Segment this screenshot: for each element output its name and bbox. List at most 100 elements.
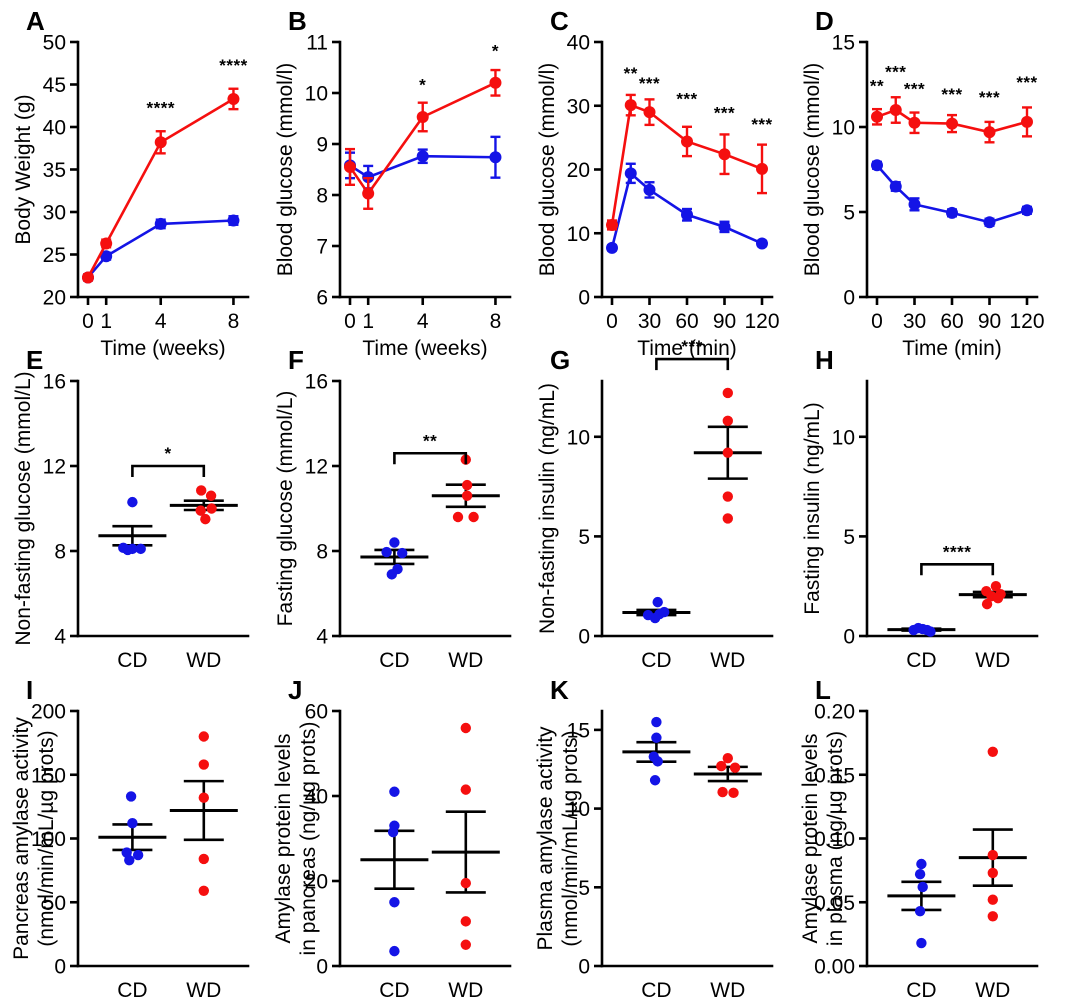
panel-plot-h: 0 5 10 CD WD **** Fasting insulin (ng/mL) <box>801 379 1039 672</box>
y-tick-label: 9 <box>316 134 328 157</box>
y-tick-label: 0.20 <box>814 701 855 724</box>
series-line-cd <box>349 154 496 179</box>
y-tick-label: 16 <box>43 371 66 394</box>
significance-marker: *** <box>639 74 660 93</box>
panel-a: A 20 25 30 35 40 45 50 0 1 4 8 Time (weeks) **** **** B… <box>0 0 262 360</box>
x-tick-label: 8 <box>228 310 240 333</box>
x-tick-label: 0 <box>871 310 883 333</box>
x-tick-label-wd: WD <box>710 979 745 1002</box>
significance-marker: * <box>165 444 172 463</box>
data-point-wd <box>987 911 998 922</box>
y-axis-title: Blood glucose (mmol/l) <box>274 63 297 277</box>
panel-letter-d: D <box>815 6 834 36</box>
x-tick-label-cd: CD <box>379 649 409 672</box>
x-tick-label-cd: CD <box>906 649 936 672</box>
data-point-wd <box>460 939 471 950</box>
y-axis-title: in pancreas (ng/µg prots) <box>297 722 320 956</box>
significance-bracket <box>131 464 206 477</box>
data-point-cd <box>983 216 996 229</box>
x-axis-title: Time (min) <box>637 337 737 360</box>
data-point-wd <box>756 162 768 175</box>
panel-plot-j: 0 20 40 60 CD WD Amylase protein levels in panc… <box>272 701 512 1002</box>
data-point-wd <box>728 787 739 799</box>
data-point-cd <box>125 791 137 802</box>
x-tick-label: 60 <box>940 310 963 333</box>
panel-plot-f: 4 8 12 16 CD WD ** Fasting glucose (mmol/L) <box>274 371 512 672</box>
y-axis-title: Non-fasting glucose (mmol/L) <box>12 371 35 645</box>
x-tick-label-wd: WD <box>186 979 221 1002</box>
data-point-wd <box>344 160 356 173</box>
y-axis-title: Amylase protein levels <box>272 733 295 943</box>
data-point-wd <box>987 849 998 861</box>
significance-marker: *** <box>941 85 962 104</box>
y-tick-label: 40 <box>567 32 590 55</box>
x-axis-title: Time (weeks) <box>100 337 225 360</box>
data-point-cd <box>416 150 429 163</box>
data-point-wd <box>198 792 209 803</box>
significance-marker: *** <box>979 88 1000 107</box>
y-tick-label: 7 <box>316 236 328 259</box>
x-tick-label-cd: CD <box>641 979 671 1002</box>
y-tick-label: 10 <box>832 117 855 140</box>
y-tick-label: 5 <box>578 526 590 549</box>
y-tick-label: 0.05 <box>814 892 855 915</box>
y-tick-label: 10 <box>305 83 328 106</box>
series-line-cd <box>610 170 763 249</box>
panel-letter-g: G <box>550 345 571 375</box>
data-point-cd <box>122 544 133 556</box>
x-tick-label: 8 <box>490 310 502 333</box>
data-point-wd <box>624 99 637 112</box>
data-point-wd <box>196 485 207 496</box>
significance-marker: *** <box>676 89 697 108</box>
significance-bracket <box>393 451 468 465</box>
data-point-wd <box>722 415 733 427</box>
x-tick-label: 90 <box>978 310 1001 333</box>
y-tick-label: 0 <box>54 956 66 979</box>
y-tick-label: 0 <box>316 956 328 979</box>
data-point-wd <box>460 877 471 889</box>
data-point-cd <box>681 208 693 221</box>
data-point-wd <box>227 92 240 105</box>
data-point-wd <box>681 135 693 148</box>
data-point-cd <box>916 937 927 949</box>
significance-marker: *** <box>751 115 772 134</box>
y-tick-label: 11 <box>306 32 328 55</box>
y-tick-label: 15 <box>567 719 590 742</box>
panel-letter-k: K <box>550 675 569 705</box>
data-point-wd <box>452 511 464 523</box>
panel-c: C 0 10 20 30 40 0 30 60 90 120 Time (min) ** *** *** **… <box>524 0 786 360</box>
panel-b: B 6 7 8 9 10 11 0 1 4 8 Time (weeks) * * Blood glucose… <box>262 0 524 360</box>
data-point-cd <box>652 756 663 767</box>
y-tick-label: 0 <box>843 626 855 649</box>
x-tick-label: 1 <box>100 310 112 333</box>
x-tick-label: 30 <box>638 310 661 333</box>
y-axis-title: Plasma amylase activity <box>534 726 557 951</box>
data-point-cd <box>389 537 400 548</box>
x-tick-label: 0 <box>82 310 94 333</box>
y-axis-title: Pancreas amylase activity <box>10 717 33 960</box>
x-tick-label: 4 <box>155 310 167 333</box>
y-tick-label: 5 <box>578 877 590 900</box>
y-tick-label: 30 <box>43 202 66 225</box>
panel-letter-a: A <box>26 6 45 36</box>
significance-marker: ** <box>423 431 437 450</box>
data-point-cd <box>132 849 144 861</box>
data-point-wd <box>717 786 728 798</box>
y-tick-label: 20 <box>43 287 66 310</box>
panel-letter-h: H <box>815 345 834 375</box>
significance-bracket <box>920 562 995 576</box>
y-axis-title: (nmol/min/mL/µg prots) <box>35 730 58 946</box>
y-tick-label: 45 <box>43 74 66 97</box>
y-tick-label: 25 <box>43 244 66 267</box>
data-point-cd <box>389 786 400 797</box>
y-axis-title: in plasma (ng/µg prots) <box>824 731 847 946</box>
data-point-cd <box>397 547 408 559</box>
y-tick-label: 16 <box>305 371 328 394</box>
data-point-cd <box>100 250 113 263</box>
y-tick-label: 12 <box>305 456 328 479</box>
y-tick-label: 50 <box>43 32 66 55</box>
data-point-wd <box>100 237 113 250</box>
y-tick-label: 0 <box>843 287 855 310</box>
data-point-wd <box>722 513 733 524</box>
